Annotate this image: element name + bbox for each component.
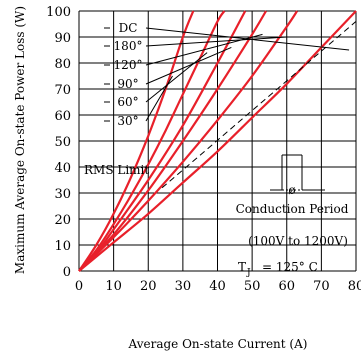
x-tick-label-10: 10 — [105, 279, 122, 294]
series-line-120 — [78, 10, 267, 272]
x-tick-label-0: 0 — [75, 279, 83, 294]
leader-line-dc — [145, 27, 350, 51]
legend-label-120: 120° — [114, 58, 143, 72]
y-tick-label-30: 30 — [54, 187, 71, 202]
y-tick-label-80: 80 — [54, 57, 71, 72]
y-tick-label-70: 70 — [54, 83, 71, 98]
y-tick-label-100: 100 — [46, 5, 71, 20]
legend-label-30: 30° — [117, 114, 138, 128]
leader-line-30 — [145, 75, 173, 122]
leader-line-180 — [145, 36, 287, 47]
legend-label-90: 90° — [117, 77, 138, 91]
y-tick-label-10: 10 — [54, 239, 71, 254]
legend-label-dc: DC — [119, 21, 138, 35]
x-tick-label-60: 60 — [278, 279, 295, 294]
x-tick-label-20: 20 — [140, 279, 157, 294]
tj-value: = 125° C — [262, 260, 318, 274]
tj-label-t: T — [238, 260, 246, 274]
voltage-range-label: (100V to 1200V) — [248, 234, 348, 248]
rms-limit-line — [161, 21, 357, 189]
y-axis-label: Maximum Average On-state Power Loss (W) — [13, 6, 27, 274]
legend-label-60: 60° — [117, 95, 138, 109]
series-line-180 — [78, 10, 299, 272]
conduction-period-symbol — [270, 154, 325, 191]
x-tick-label-40: 40 — [209, 279, 226, 294]
x-tick-label-30: 30 — [175, 279, 192, 294]
curves — [78, 10, 357, 272]
y-tick-label-90: 90 — [54, 31, 71, 46]
leader-line-120 — [145, 33, 263, 66]
y-tick-label-60: 60 — [54, 109, 71, 124]
rms-limit-label: RMS Limit — [84, 163, 149, 177]
x-axis-label: Average On-state Current (A) — [128, 337, 308, 351]
x-tick-label-50: 50 — [244, 279, 261, 294]
tick-labels: 0 10 20 30 40 50 60 70 80 0 10 20 30 40 50 60 70 80 90 100 — [46, 5, 361, 294]
x-tick-label-70: 70 — [313, 279, 330, 294]
y-tick-label-40: 40 — [54, 161, 71, 176]
angle-symbol: ø — [288, 183, 295, 197]
legend-leaders: DC 180° 120° 90° 60° 30° — [104, 21, 350, 128]
rms-limit-dash — [161, 21, 357, 189]
series-line-60 — [78, 10, 226, 272]
x-tick-label-80: 80 — [348, 279, 361, 294]
legend-label-180: 180° — [114, 39, 143, 53]
series-line-dc — [78, 10, 357, 272]
y-tick-label-50: 50 — [54, 135, 71, 150]
y-tick-label-20: 20 — [54, 213, 71, 228]
leader-line-60 — [145, 52, 208, 103]
series-line-30 — [78, 10, 195, 272]
leader-line-90 — [145, 46, 232, 85]
conduction-period-label: Conduction Period — [236, 202, 349, 216]
tj-label-sub: J — [246, 268, 251, 278]
y-tick-label-0: 0 — [63, 265, 71, 280]
